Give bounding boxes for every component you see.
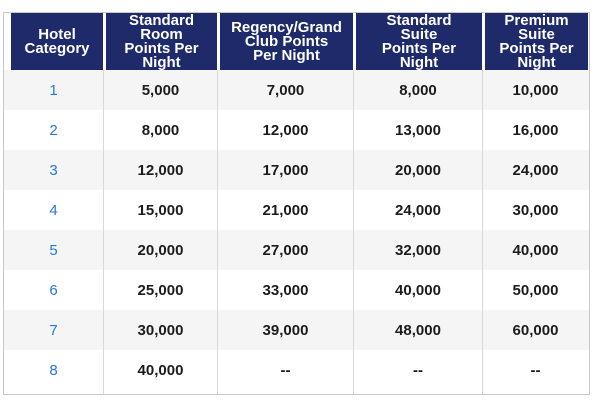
points-cell: 30,000: [103, 310, 217, 350]
table-row: 6 25,000 33,000 40,000 50,000: [4, 270, 589, 310]
category-link[interactable]: 3: [49, 161, 58, 179]
points-cell: 24,000: [482, 150, 588, 190]
points-cell: 25,000: [103, 270, 217, 310]
col-header-standard-suite: Standard Suite Points Per Night: [356, 13, 482, 70]
category-link[interactable]: 6: [49, 281, 58, 299]
points-cell: 40,000: [353, 270, 482, 310]
category-link[interactable]: 1: [49, 81, 58, 99]
award-points-table: Hotel Category Standard Room Points Per …: [3, 12, 590, 395]
points-cell: 48,000: [353, 310, 482, 350]
table-row: 7 30,000 39,000 48,000 60,000: [4, 310, 589, 350]
points-cell: --: [217, 350, 353, 394]
table-row: 1 5,000 7,000 8,000 10,000: [4, 70, 589, 110]
col-header-premium-suite: Premium Suite Points Per Night: [485, 13, 588, 70]
table-header-row: Hotel Category Standard Room Points Per …: [4, 13, 589, 70]
points-cell: --: [353, 350, 482, 394]
category-link[interactable]: 4: [49, 201, 58, 219]
points-cell: 30,000: [482, 190, 588, 230]
points-cell: 16,000: [482, 110, 588, 150]
points-cell: 40,000: [103, 350, 217, 394]
points-cell: 5,000: [103, 70, 217, 110]
category-link[interactable]: 5: [49, 241, 58, 259]
points-cell: 7,000: [217, 70, 353, 110]
points-cell: --: [482, 350, 588, 394]
table-row: 2 8,000 12,000 13,000 16,000: [4, 110, 589, 150]
category-link[interactable]: 8: [49, 361, 58, 379]
points-cell: 24,000: [353, 190, 482, 230]
points-cell: 12,000: [217, 110, 353, 150]
col-header-regency-grand-club: Regency/Grand Club Points Per Night: [220, 13, 353, 70]
points-cell: 13,000: [353, 110, 482, 150]
col-header-standard-room: Standard Room Points Per Night: [106, 13, 217, 70]
points-cell: 15,000: [103, 190, 217, 230]
points-cell: 8,000: [103, 110, 217, 150]
points-cell: 20,000: [353, 150, 482, 190]
table-row: 8 40,000 -- -- --: [4, 350, 589, 394]
points-cell: 39,000: [217, 310, 353, 350]
points-cell: 10,000: [482, 70, 588, 110]
points-cell: 8,000: [353, 70, 482, 110]
points-cell: 12,000: [103, 150, 217, 190]
points-cell: 27,000: [217, 230, 353, 270]
points-cell: 21,000: [217, 190, 353, 230]
points-cell: 33,000: [217, 270, 353, 310]
points-cell: 32,000: [353, 230, 482, 270]
category-link[interactable]: 2: [49, 121, 58, 139]
points-cell: 20,000: [103, 230, 217, 270]
table-row: 5 20,000 27,000 32,000 40,000: [4, 230, 589, 270]
points-cell: 60,000: [482, 310, 588, 350]
points-cell: 50,000: [482, 270, 588, 310]
category-link[interactable]: 7: [49, 321, 58, 339]
table-row: 4 15,000 21,000 24,000 30,000: [4, 190, 589, 230]
col-header-hotel-category: Hotel Category: [11, 13, 103, 70]
points-cell: 17,000: [217, 150, 353, 190]
table-row: 3 12,000 17,000 20,000 24,000: [4, 150, 589, 190]
points-cell: 40,000: [482, 230, 588, 270]
